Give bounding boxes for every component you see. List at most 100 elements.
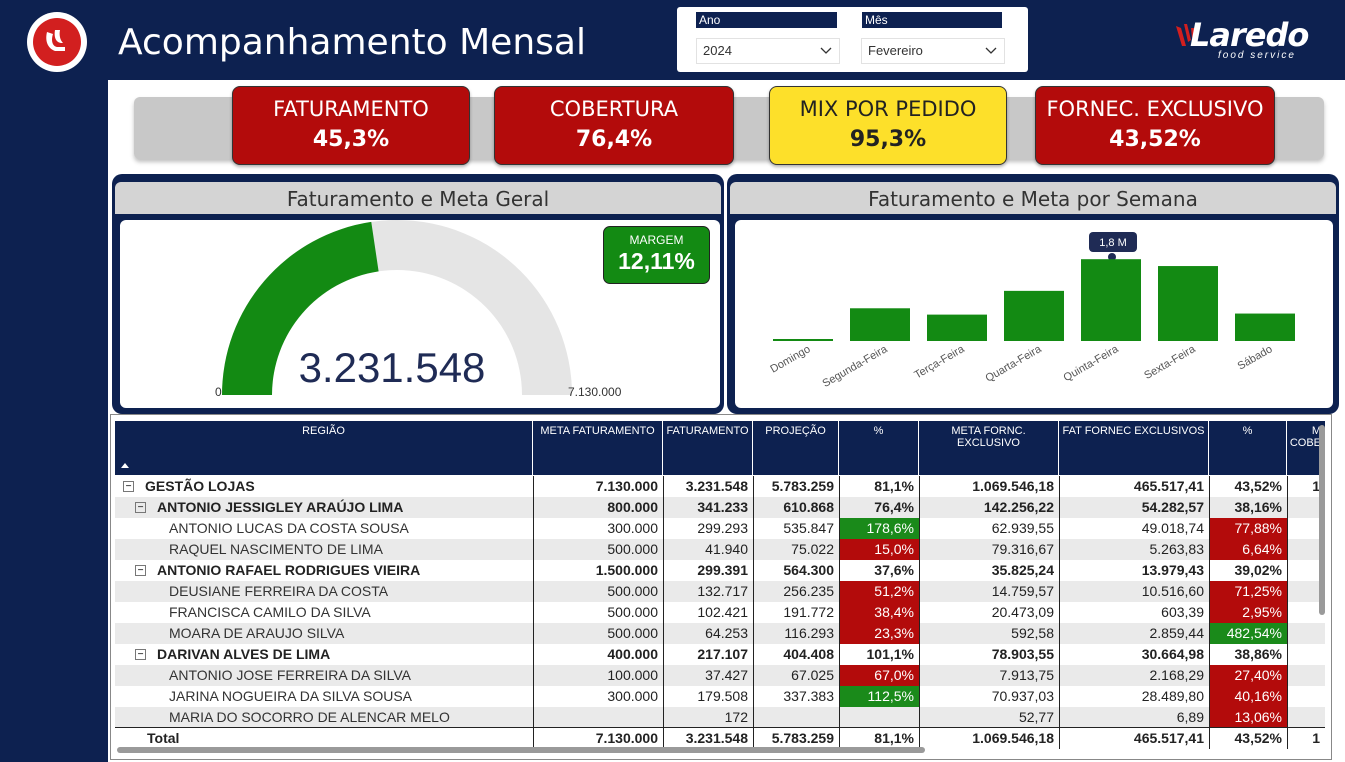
vertical-scrollbar[interactable] bbox=[1319, 425, 1325, 615]
table-cell-meta: 300.000 bbox=[607, 520, 658, 536]
collapse-toggle-icon[interactable]: − bbox=[135, 565, 146, 576]
table-cell-pct: 101,1% bbox=[866, 646, 914, 662]
column-divider bbox=[1059, 476, 1060, 497]
horizontal-scrollbar[interactable] bbox=[117, 747, 925, 753]
table-cell-extra: 1 bbox=[1312, 730, 1320, 746]
year-dropdown[interactable]: 2024 bbox=[696, 38, 840, 64]
column-divider bbox=[839, 560, 840, 581]
table-row[interactable]: DEUSIANE FERREIRA DA COSTA 500.000 132.717… bbox=[115, 581, 1325, 602]
column-divider bbox=[663, 665, 664, 686]
column-divider bbox=[919, 644, 920, 665]
column-divider bbox=[663, 602, 664, 623]
column-divider bbox=[839, 644, 840, 665]
column-divider bbox=[533, 581, 534, 602]
collapse-toggle-icon[interactable]: − bbox=[135, 502, 146, 513]
column-divider bbox=[533, 518, 534, 539]
column-divider bbox=[1209, 686, 1210, 707]
weekly-panel-body: 1,8 M Domingo Segunda-Feira Terça-Feira Qua… bbox=[735, 220, 1333, 408]
row-label: ANTONIO RAFAEL RODRIGUES VIEIRA bbox=[157, 562, 421, 578]
column-divider bbox=[1209, 539, 1210, 560]
table-cell-mfe: 78.903,55 bbox=[991, 646, 1054, 662]
column-header[interactable]: M COBE bbox=[1289, 425, 1321, 449]
bar-sábado[interactable] bbox=[1235, 313, 1295, 341]
column-divider bbox=[1059, 686, 1060, 707]
column-header[interactable]: FAT FORNEC EXCLUSIVOS bbox=[1059, 421, 1209, 475]
table-group-row[interactable]: Total 7.130.000 3.231.548 5.783.259 81,1% 1.0… bbox=[115, 727, 1325, 749]
month-dropdown[interactable]: Fevereiro bbox=[861, 38, 1005, 64]
row-label: Total bbox=[147, 730, 180, 746]
table-row[interactable]: MOARA DE ARAUJO SILVA 500.000 64.253 116.29… bbox=[115, 623, 1325, 644]
row-label: GESTÃO LOJAS bbox=[145, 478, 255, 494]
table-cell-fat: 64.253 bbox=[705, 625, 748, 641]
table-cell-ffe: 49.018,74 bbox=[1141, 520, 1204, 536]
collapse-toggle-icon[interactable]: − bbox=[123, 481, 134, 492]
table-row[interactable]: RAQUEL NASCIMENTO DE LIMA 500.000 41.940 75… bbox=[115, 539, 1325, 560]
table-cell-proj: 5.783.259 bbox=[771, 478, 834, 494]
sort-asc-icon[interactable] bbox=[121, 463, 129, 468]
column-divider bbox=[663, 560, 664, 581]
table-cell-pct2: 13,06% bbox=[1209, 707, 1287, 728]
bar-quarta-feira[interactable] bbox=[1004, 290, 1064, 341]
table-cell-pct: 37,6% bbox=[874, 562, 914, 578]
bar-segunda-feira[interactable] bbox=[850, 308, 910, 341]
column-divider bbox=[919, 476, 920, 497]
collapse-toggle-icon[interactable]: − bbox=[135, 649, 146, 660]
column-divider bbox=[839, 728, 840, 749]
kpi-card-cobertura[interactable]: COBERTURA 76,4% bbox=[494, 86, 734, 165]
row-label: DARIVAN ALVES DE LIMA bbox=[157, 646, 331, 662]
table-cell-pct: 112,5% bbox=[839, 686, 919, 707]
table-cell-pct2: 43,52% bbox=[1234, 478, 1282, 494]
column-header[interactable]: % bbox=[1209, 421, 1287, 475]
kpi-label: MIX POR PEDIDO bbox=[799, 97, 977, 121]
column-divider bbox=[839, 497, 840, 518]
chevron-down-icon bbox=[985, 47, 997, 54]
table-row[interactable]: ANTONIO LUCAS DA COSTA SOUSA 300.000 299.2… bbox=[115, 518, 1325, 539]
column-header[interactable]: META FORNC. EXCLUSIVO bbox=[919, 421, 1059, 475]
bar-quinta-feira[interactable] bbox=[1081, 259, 1141, 341]
column-divider bbox=[1287, 602, 1288, 623]
column-divider bbox=[1287, 644, 1288, 665]
column-divider bbox=[1287, 518, 1288, 539]
row-label: JARINA NOGUEIRA DA SILVA SOUSA bbox=[169, 688, 413, 704]
table-row[interactable]: ANTONIO JOSE FERREIRA DA SILVA 100.000 37.… bbox=[115, 665, 1325, 686]
table-cell-mfe: 62.939,55 bbox=[991, 520, 1054, 536]
table-cell-pct: 67,0% bbox=[839, 665, 919, 686]
table-cell-pct2: 482,54% bbox=[1209, 623, 1287, 644]
kpi-value: 45,3% bbox=[312, 127, 390, 152]
column-divider bbox=[839, 581, 840, 602]
table-cell-mfe: 70.937,03 bbox=[991, 688, 1054, 704]
table-cell-ffe: 6,89 bbox=[1176, 709, 1204, 725]
x-tick-label: Quarta-Feira bbox=[983, 343, 1044, 385]
column-divider bbox=[753, 728, 754, 749]
table-group-row[interactable]: − DARIVAN ALVES DE LIMA 400.000 217.107 404.… bbox=[115, 644, 1325, 665]
table-row[interactable]: MARIA DO SOCORRO DE ALENCAR MELO 172 52,77… bbox=[115, 707, 1325, 728]
kpi-card-mix-por-pedido[interactable]: MIX POR PEDIDO 95,3% bbox=[769, 86, 1007, 165]
column-divider bbox=[1209, 707, 1210, 728]
column-divider bbox=[533, 728, 534, 749]
column-header[interactable]: % bbox=[839, 421, 919, 475]
table-row[interactable]: JARINA NOGUEIRA DA SILVA SOUSA 300.000 179… bbox=[115, 686, 1325, 707]
table-group-row[interactable]: − GESTÃO LOJAS 7.130.000 3.231.548 5.783.259… bbox=[115, 476, 1325, 497]
column-divider bbox=[663, 518, 664, 539]
column-header[interactable]: META FATURAMENTO bbox=[533, 421, 663, 475]
table-cell-mfe: 7.913,75 bbox=[999, 667, 1055, 683]
column-header[interactable]: REGIÃO bbox=[115, 421, 533, 475]
column-divider bbox=[839, 707, 840, 728]
table-group-row[interactable]: − ANTONIO RAFAEL RODRIGUES VIEIRA 1.500.00… bbox=[115, 560, 1325, 581]
kpi-card-faturamento[interactable]: FATURAMENTO 45,3% bbox=[232, 86, 470, 165]
column-header[interactable]: FATURAMENTO bbox=[663, 421, 753, 475]
bar-domingo[interactable] bbox=[773, 339, 833, 341]
column-divider bbox=[1209, 602, 1210, 623]
table-cell-ffe: 465.517,41 bbox=[1133, 730, 1204, 746]
table-row[interactable]: FRANCISCA CAMILO DA SILVA 500.000 102.421 1… bbox=[115, 602, 1325, 623]
column-divider bbox=[663, 539, 664, 560]
bar-sexta-feira[interactable] bbox=[1158, 266, 1218, 341]
row-label: DEUSIANE FERREIRA DA COSTA bbox=[169, 583, 389, 599]
bar-terça-feira[interactable] bbox=[927, 314, 987, 341]
table-cell-proj: 67.025 bbox=[791, 667, 834, 683]
column-header[interactable]: PROJEÇÃO bbox=[753, 421, 839, 475]
table-group-row[interactable]: − ANTONIO JESSIGLEY ARAÚJO LIMA 800.000 341… bbox=[115, 497, 1325, 518]
gauge-fill bbox=[222, 221, 379, 395]
x-tick-label: Sexta-Feira bbox=[1142, 343, 1198, 382]
kpi-card-fornec-exclusivo[interactable]: FORNEC. EXCLUSIVO 43,52% bbox=[1035, 86, 1275, 165]
